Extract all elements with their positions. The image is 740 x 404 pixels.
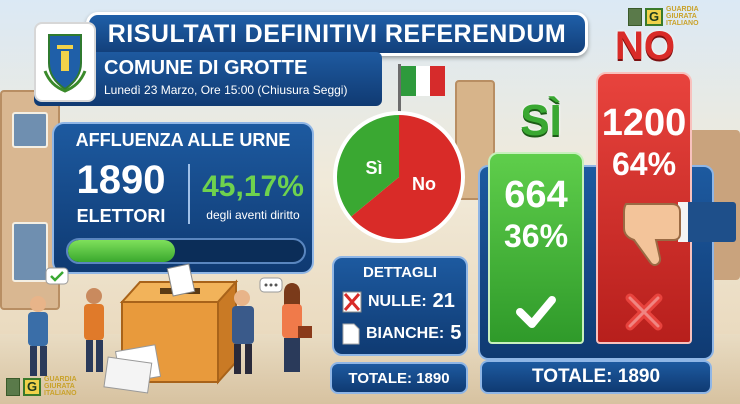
checkmark-icon bbox=[516, 296, 556, 328]
si-result-bar: 664 36% bbox=[488, 152, 584, 344]
affluenza-percent: 45,17% bbox=[202, 170, 304, 203]
affluenza-progress-bar bbox=[66, 238, 306, 264]
nulle-row: NULLE: 21 bbox=[342, 290, 455, 313]
nulle-label: NULLE: bbox=[368, 292, 427, 310]
italian-flag-icon bbox=[401, 66, 446, 96]
speech-bubble-dots-icon bbox=[259, 277, 283, 293]
ballot-blank-icon bbox=[342, 323, 360, 344]
si-heading: SÌ bbox=[520, 96, 562, 145]
voter-person-icon bbox=[28, 296, 48, 376]
voting-illustration bbox=[28, 263, 312, 394]
dettagli-title: DETTAGLI bbox=[363, 264, 437, 281]
affluenza-percent-label: degli aventi diritto bbox=[206, 208, 300, 222]
affluenza-divider bbox=[188, 164, 190, 224]
elettori-count: 1890 bbox=[76, 158, 166, 202]
logo-top-right: G GUARDIA GIURATA ITALIANO bbox=[628, 6, 724, 27]
voter-person-icon bbox=[282, 283, 312, 372]
background-building-left bbox=[0, 90, 60, 310]
logo-bottom-left: G GUARDIA GIURATA ITALIANO bbox=[6, 376, 102, 397]
page-title: RISULTATI DEFINITIVI REFERENDUM bbox=[86, 12, 588, 56]
affluenza-title: AFFLUENZA ALLE URNE bbox=[75, 130, 291, 150]
si-percent: 36% bbox=[503, 218, 569, 254]
comune-subtitle: Lunedì 23 Marzo, Ore 15:00 (Chiusura Seg… bbox=[104, 83, 348, 97]
bianche-value: 5 bbox=[450, 322, 462, 344]
logo-emblem-icon bbox=[628, 7, 642, 26]
comune-name: COMUNE DI GROTTE bbox=[104, 57, 308, 79]
cross-icon bbox=[625, 293, 663, 331]
ballot-void-icon bbox=[342, 291, 362, 312]
flag-pole bbox=[398, 64, 401, 112]
no-heading: NO bbox=[615, 24, 675, 68]
elettori-label: ELETTORI bbox=[76, 206, 166, 226]
bianche-row: BIANCHE: 5 bbox=[342, 322, 461, 345]
affluenza-panel: AFFLUENZA ALLE URNE 1890 ELETTORI 45,17%… bbox=[52, 122, 314, 274]
logo-text: GUARDIA GIURATA ITALIANO bbox=[666, 6, 699, 27]
pie-label-si: Sì bbox=[365, 158, 382, 178]
pie-slice-si bbox=[337, 115, 399, 217]
dettagli-panel: DETTAGLI NULLE: 21 BIANCHE: 5 bbox=[332, 256, 468, 356]
logo-letter: G bbox=[23, 377, 41, 396]
pie-label-no: No bbox=[412, 174, 436, 194]
totale-right: TOTALE: 1890 bbox=[480, 360, 712, 394]
voter-person-icon bbox=[232, 290, 254, 374]
affluenza-progress-fill bbox=[68, 240, 175, 262]
no-votes: 1200 bbox=[601, 102, 687, 144]
speech-bubble-check-icon bbox=[45, 267, 69, 285]
pie-slice-no bbox=[351, 115, 461, 239]
si-votes: 664 bbox=[504, 174, 568, 216]
logo-letter: G bbox=[645, 7, 663, 26]
comune-crest-icon bbox=[34, 22, 96, 102]
thumbs-down-icon bbox=[623, 202, 736, 266]
logo-text: GUARDIA GIURATA ITALIANO bbox=[44, 376, 77, 397]
voter-person-icon bbox=[84, 288, 104, 372]
nulle-value: 21 bbox=[432, 290, 455, 312]
totale-left: TOTALE: 1890 bbox=[330, 362, 468, 394]
no-percent: 64% bbox=[611, 146, 677, 182]
logo-emblem-icon bbox=[6, 377, 20, 396]
bianche-label: BIANCHE: bbox=[366, 324, 445, 342]
results-pie-chart: Sì No bbox=[330, 108, 468, 246]
